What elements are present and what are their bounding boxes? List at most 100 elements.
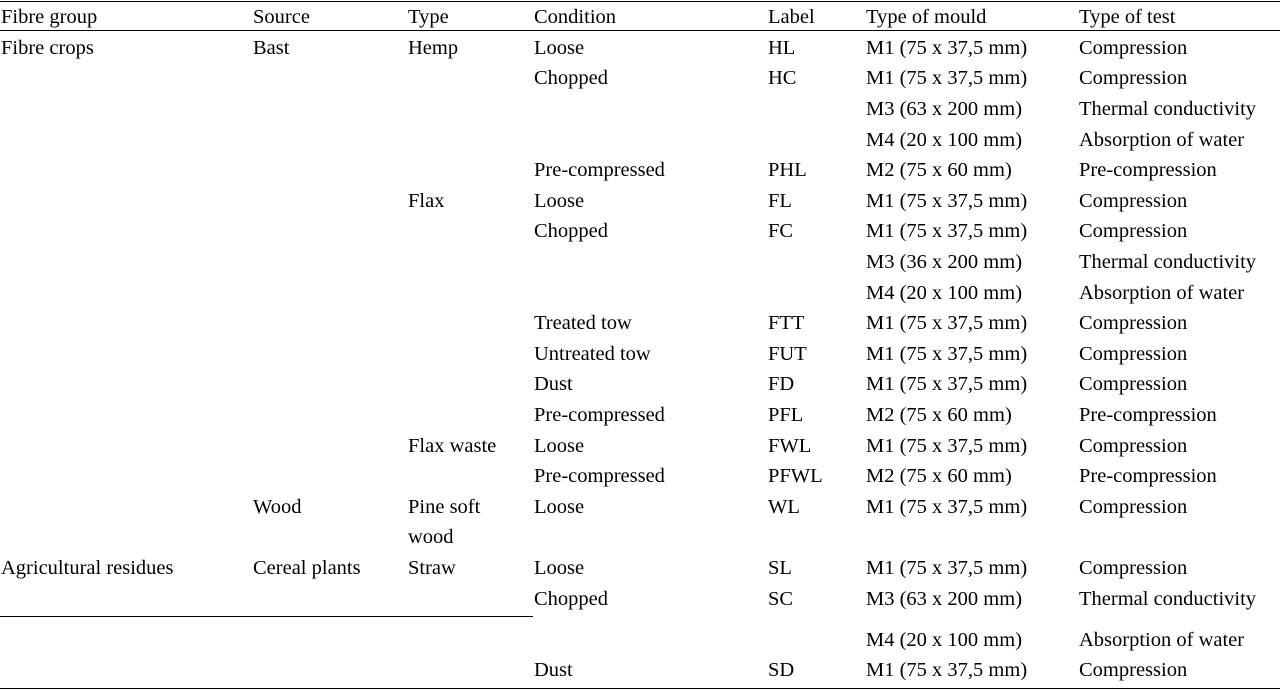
cell-label: PFWL: [768, 465, 823, 487]
cell-condition: Chopped: [534, 588, 609, 610]
cell-label: FL: [768, 190, 792, 212]
table-row: Chopped SC M3 (63 x 200 mm) Thermal conduct…: [0, 584, 1280, 614]
table-partial-rule: [0, 616, 533, 617]
cell-label: PFL: [768, 404, 804, 426]
cell-condition: Pre-compressed: [534, 159, 665, 181]
cell-test: Compression: [1079, 343, 1188, 365]
table-row: Wood Pine soft Loose WL M1 (75 x 37,5 mm) Com…: [0, 492, 1280, 522]
cell-test: Compression: [1079, 190, 1188, 212]
cell-label: SC: [768, 588, 794, 610]
header-label: Label: [768, 6, 815, 28]
table-row: Dust SD M1 (75 x 37,5 mm) Compression: [0, 655, 1280, 685]
cell-condition: Pre-compressed: [534, 404, 665, 426]
table-row: Untreated tow FUT M1 (75 x 37,5 mm) Compres…: [0, 339, 1280, 369]
cell-type: Hemp: [408, 37, 459, 59]
cell-test: Pre-compression: [1079, 159, 1217, 181]
table-row: Agricultural residues Cereal plants Straw L…: [0, 553, 1280, 583]
table-row: M3 (36 x 200 mm) Thermal conductivity: [0, 247, 1280, 277]
cell-condition: Treated tow: [534, 312, 632, 334]
cell-condition: Loose: [534, 557, 585, 579]
table-row: Pre-compressed PFL M2 (75 x 60 mm) Pre-comp…: [0, 400, 1280, 430]
cell-label: WL: [768, 496, 800, 518]
cell-mould: M1 (75 x 37,5 mm): [866, 67, 1028, 89]
cell-label: HL: [768, 37, 796, 59]
table-row: Pre-compressed PHL M2 (75 x 60 mm) Pre-comp…: [0, 155, 1280, 185]
table-row: M4 (20 x 100 mm) Absorption of water: [0, 278, 1280, 308]
cell-mould: M3 (63 x 200 mm): [866, 588, 1023, 610]
cell-mould: M1 (75 x 37,5 mm): [866, 220, 1028, 242]
cell-mould: M1 (75 x 37,5 mm): [866, 557, 1028, 579]
table-header-rule: [0, 30, 1280, 31]
cell-mould: M4 (20 x 100 mm): [866, 629, 1023, 651]
cell-mould: M3 (36 x 200 mm): [866, 251, 1023, 273]
cell-test: Compression: [1079, 373, 1188, 395]
cell-test: Thermal conductivity: [1079, 588, 1257, 610]
cell-mould: M3 (63 x 200 mm): [866, 98, 1023, 120]
cell-mould: M1 (75 x 37,5 mm): [866, 343, 1028, 365]
table-row: Pre-compressed PFWL M2 (75 x 60 mm) Pre-com…: [0, 461, 1280, 491]
cell-condition: Chopped: [534, 220, 609, 242]
header-source: Source: [253, 6, 310, 28]
cell-condition: Dust: [534, 373, 573, 395]
cell-label: FD: [768, 373, 795, 395]
cell-test: Pre-compression: [1079, 465, 1217, 487]
header-condition: Condition: [534, 6, 617, 28]
cell-label: PHL: [768, 159, 807, 181]
cell-mould: M1 (75 x 37,5 mm): [866, 190, 1028, 212]
cell-mould: M1 (75 x 37,5 mm): [866, 373, 1028, 395]
table-row: Chopped HC M1 (75 x 37,5 mm) Compression: [0, 63, 1280, 93]
cell-mould: M1 (75 x 37,5 mm): [866, 312, 1028, 334]
table-top-rule: [0, 1, 1280, 2]
cell-test: Compression: [1079, 37, 1188, 59]
table-row: Flax waste Loose FWL M1 (75 x 37,5 mm) Compr…: [0, 431, 1280, 461]
cell-condition: Dust: [534, 659, 573, 681]
cell-test: Compression: [1079, 496, 1188, 518]
cell-label: FC: [768, 220, 794, 242]
table-row: M3 (63 x 200 mm) Thermal conductivity: [0, 94, 1280, 124]
table-row: M4 (20 x 100 mm) Absorption of water: [0, 625, 1280, 655]
cell-test: Compression: [1079, 659, 1188, 681]
cell-mould: M1 (75 x 37,5 mm): [866, 435, 1028, 457]
cell-label: FTT: [768, 312, 805, 334]
header-fibre-group: Fibre group: [1, 6, 98, 28]
cell-test: Absorption of water: [1079, 629, 1245, 651]
cell-mould: M4 (20 x 100 mm): [866, 282, 1023, 304]
cell-mould: M2 (75 x 60 mm): [866, 159, 1012, 181]
cell-test: Thermal conductivity: [1079, 251, 1257, 273]
cell-label: HC: [768, 67, 797, 89]
table-row: Treated tow FTT M1 (75 x 37,5 mm) Compressi…: [0, 308, 1280, 338]
cell-source: Bast: [253, 37, 290, 59]
header-type-of-mould: Type of mould: [866, 6, 987, 28]
table-header-row: Fibre group Source Type Condition Label …: [0, 2, 1280, 32]
table-row: M4 (20 x 100 mm) Absorption of water: [0, 125, 1280, 155]
cell-type: Flax: [408, 190, 445, 212]
cell-test: Compression: [1079, 67, 1188, 89]
cell-mould: M4 (20 x 100 mm): [866, 129, 1023, 151]
cell-test: Absorption of water: [1079, 129, 1245, 151]
cell-test: Compression: [1079, 435, 1188, 457]
cell-mould: M2 (75 x 60 mm): [866, 404, 1012, 426]
cell-condition: Loose: [534, 496, 585, 518]
table-row: Flax Loose FL M1 (75 x 37,5 mm) Compression: [0, 186, 1280, 216]
cell-label: FWL: [768, 435, 812, 457]
table-row: Dust FD M1 (75 x 37,5 mm) Compression: [0, 369, 1280, 399]
cell-condition: Untreated tow: [534, 343, 651, 365]
cell-source: Wood: [253, 496, 302, 518]
cell-mould: M1 (75 x 37,5 mm): [866, 659, 1028, 681]
cell-condition: Loose: [534, 37, 585, 59]
table-row: Chopped FC M1 (75 x 37,5 mm) Compression: [0, 216, 1280, 246]
cell-mould: M1 (75 x 37,5 mm): [866, 37, 1028, 59]
cell-test: Compression: [1079, 220, 1188, 242]
cell-condition: Loose: [534, 435, 585, 457]
cell-condition: Chopped: [534, 67, 609, 89]
cell-type: wood: [408, 526, 454, 548]
cell-type: Pine soft: [408, 496, 481, 518]
table-row: Fibre crops Bast Hemp Loose HL M1 (75 x 37,5 …: [0, 33, 1280, 63]
cell-test: Absorption of water: [1079, 282, 1245, 304]
cell-test: Compression: [1079, 312, 1188, 334]
cell-test: Pre-compression: [1079, 404, 1217, 426]
header-type: Type: [408, 6, 449, 28]
cell-source: Cereal plants: [253, 557, 361, 579]
cell-type: Flax waste: [408, 435, 497, 457]
cell-label: FUT: [768, 343, 807, 365]
